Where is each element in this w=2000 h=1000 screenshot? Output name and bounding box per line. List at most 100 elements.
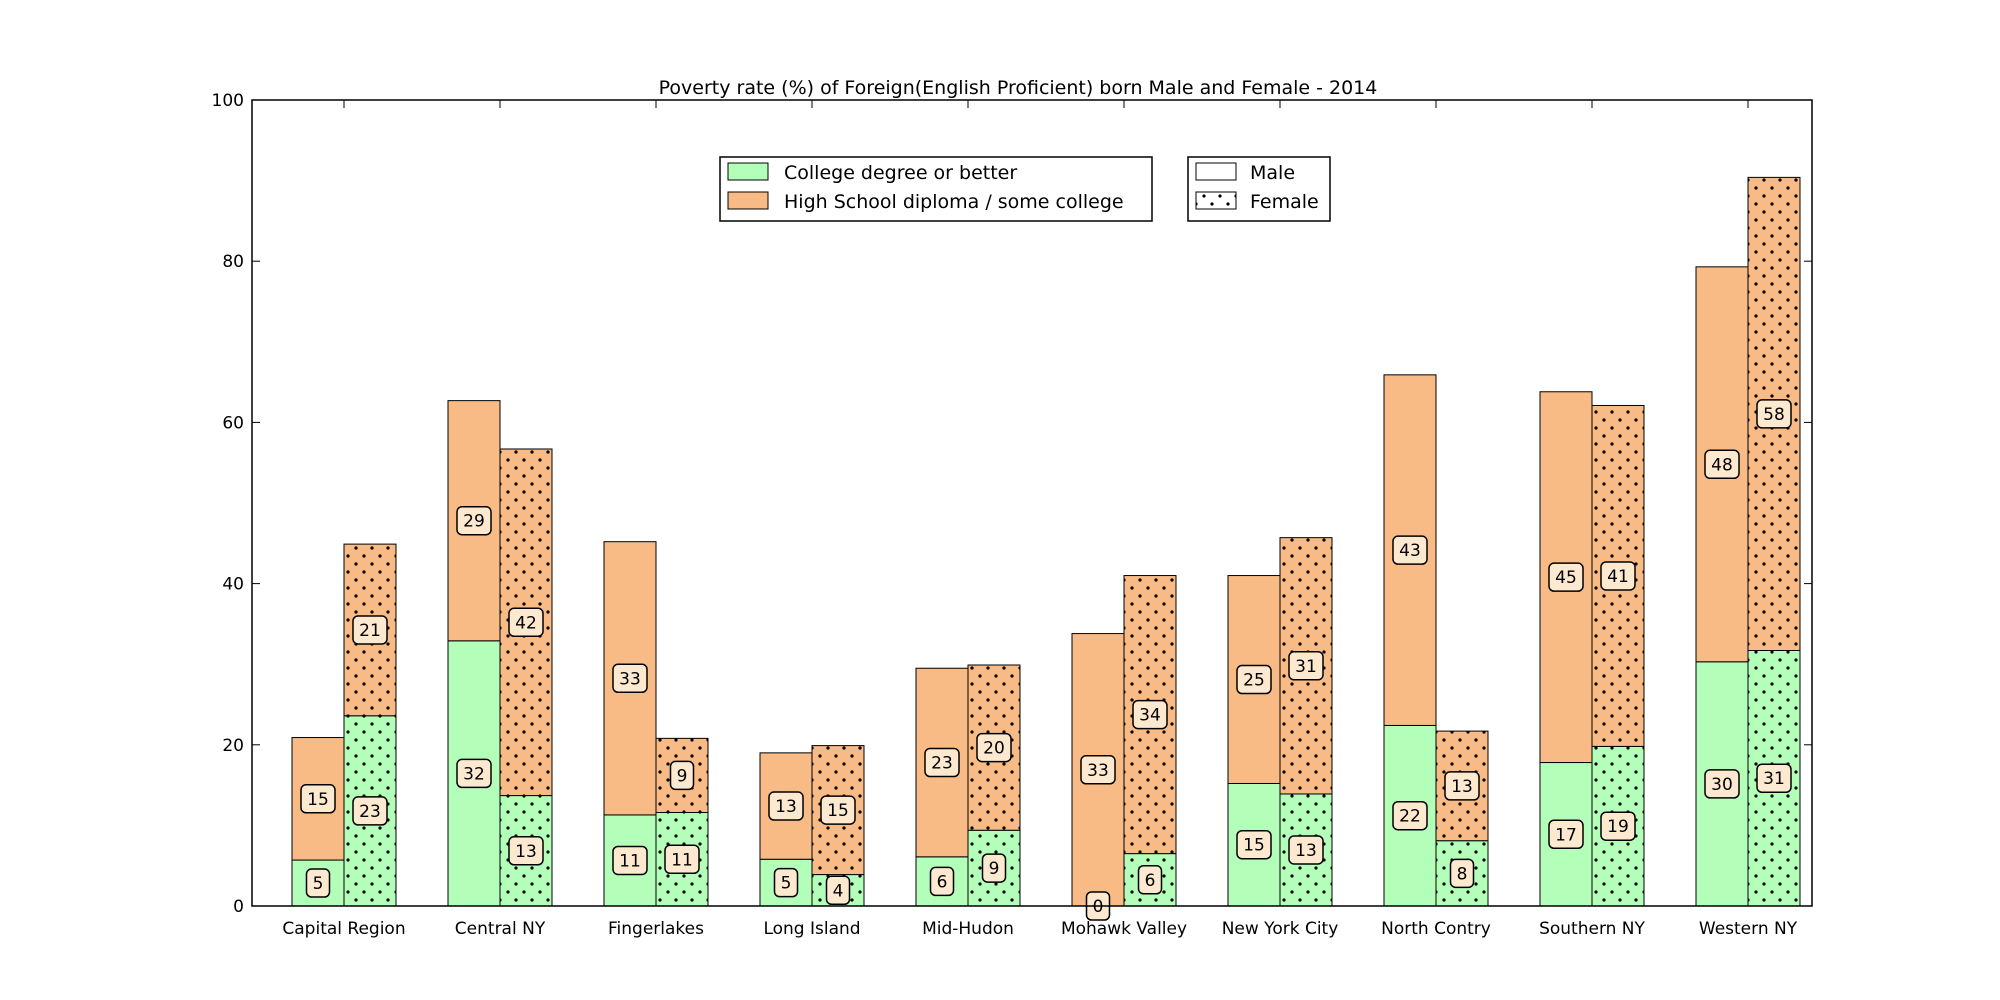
data-label-male-college: 17 xyxy=(1548,819,1584,850)
data-label-male-highschool-box xyxy=(456,505,492,536)
legend-swatch xyxy=(1195,162,1237,181)
data-label-male-highschool: 29 xyxy=(456,505,492,536)
data-label-male-highschool: 45 xyxy=(1548,562,1584,592)
data-label-male-college-text: 6 xyxy=(937,872,948,892)
data-label-female-highschool-text: 15 xyxy=(827,801,849,821)
data-label-male-highschool: 15 xyxy=(300,784,336,814)
data-label-male-college: 15 xyxy=(1236,829,1272,860)
x-tick-label: North Contry xyxy=(1381,919,1491,939)
data-label-male-highschool-text: 43 xyxy=(1399,541,1421,561)
data-label-male-highschool-text: 29 xyxy=(463,512,485,532)
data-label-female-college-box xyxy=(1288,835,1324,865)
data-label-female-highschool-text: 21 xyxy=(359,621,381,641)
data-label-female-college: 13 xyxy=(508,836,544,866)
data-label-female-college-box xyxy=(352,796,388,826)
data-label-female-highschool: 20 xyxy=(976,732,1012,763)
data-label-male-college-text: 5 xyxy=(781,874,792,894)
data-label-male-highschool-box xyxy=(1548,562,1584,592)
data-label-male-college-text: 22 xyxy=(1399,807,1421,827)
data-label-female-college-box xyxy=(981,853,1007,883)
data-label-female-highschool: 31 xyxy=(1288,651,1324,681)
data-label-female-college: 13 xyxy=(1288,835,1324,865)
data-label-female-college: 8 xyxy=(1449,858,1475,889)
data-label-male-college-text: 11 xyxy=(619,851,641,871)
y-tick-label: 40 xyxy=(222,575,244,595)
data-label-female-highschool-box xyxy=(1756,399,1792,429)
data-label-female-highschool: 42 xyxy=(508,607,544,638)
data-label-female-highschool-box xyxy=(1600,561,1636,591)
data-label-male-college-box xyxy=(456,758,492,789)
data-label-female-college-text: 9 xyxy=(989,859,1000,879)
data-label-male-college-box xyxy=(929,866,955,897)
data-label-male-college-text: 17 xyxy=(1555,825,1577,845)
data-label-female-college-box xyxy=(825,875,851,906)
data-label-male-highschool-box xyxy=(612,663,648,694)
data-label-male-college: 5 xyxy=(305,868,331,898)
legend-education-frame xyxy=(719,156,1153,222)
data-label-male-college: 32 xyxy=(456,758,492,789)
data-label-male-highschool: 43 xyxy=(1392,535,1428,565)
y-tick-label: 20 xyxy=(222,736,244,756)
data-label-female-highschool: 21 xyxy=(352,615,388,645)
data-label-female-highschool-text: 31 xyxy=(1295,657,1317,677)
data-label-male-highschool: 23 xyxy=(924,747,960,778)
data-label-female-highschool: 34 xyxy=(1132,699,1168,730)
data-label-female-highschool: 9 xyxy=(669,760,695,791)
data-label-female-college-box xyxy=(1600,811,1636,841)
data-label-female-college: 31 xyxy=(1756,763,1792,793)
y-tick-label: 60 xyxy=(222,413,244,433)
data-label-male-college: 11 xyxy=(612,845,648,876)
x-tick-label: Long Island xyxy=(763,919,860,939)
data-label-female-college-text: 13 xyxy=(515,842,537,862)
data-label-female-college: 23 xyxy=(352,796,388,826)
data-label-male-highschool: 48 xyxy=(1704,449,1740,480)
legend-education: College degree or better High School dipl… xyxy=(719,156,1153,222)
data-label-male-highschool-text: 33 xyxy=(619,669,641,689)
data-label-female-highschool-text: 34 xyxy=(1139,706,1161,726)
y-tick-label: 80 xyxy=(222,252,244,272)
data-label-male-college-text: 0 xyxy=(1093,897,1104,917)
data-label-female-college: 9 xyxy=(981,853,1007,883)
data-label-male-highschool: 25 xyxy=(1236,664,1272,695)
data-label-male-highschool-box xyxy=(1704,449,1740,480)
bars-layer: 5 15 23 21 32 29 13 42 11 33 11 9 5 13 4 15 6 23 9 20 0 33 6 34… xyxy=(291,176,1801,921)
data-label-male-highschool-box xyxy=(924,747,960,778)
x-tick-label: Capital Region xyxy=(282,919,405,939)
data-label-female-college-text: 11 xyxy=(671,850,693,870)
data-label-female-highschool-text: 13 xyxy=(1451,777,1473,797)
data-label-male-highschool: 13 xyxy=(768,791,804,821)
data-label-male-highschool-box xyxy=(1392,535,1428,565)
data-label-male-college-box xyxy=(612,845,648,876)
data-label-female-highschool: 15 xyxy=(820,795,856,825)
data-label-female-highschool-box xyxy=(1132,699,1168,730)
data-label-female-college-text: 6 xyxy=(1145,871,1156,891)
x-tick-label: New York City xyxy=(1222,919,1339,939)
data-label-male-highschool-text: 33 xyxy=(1087,761,1109,781)
data-label-female-college-text: 31 xyxy=(1763,769,1785,789)
data-label-female-highschool-text: 58 xyxy=(1763,405,1785,425)
data-label-male-college-box xyxy=(1236,829,1272,860)
data-label-female-college: 19 xyxy=(1600,811,1636,841)
data-label-male-highschool-text: 23 xyxy=(931,754,953,774)
legend-sex: Male Female xyxy=(1187,156,1331,222)
data-label-female-highschool: 41 xyxy=(1600,561,1636,591)
data-label-male-highschool: 33 xyxy=(612,663,648,694)
data-label-female-college-box xyxy=(664,844,700,875)
data-label-female-highschool: 58 xyxy=(1756,399,1792,429)
data-label-male-highschool-box xyxy=(1236,664,1272,695)
data-label-female-highschool-box xyxy=(976,732,1012,763)
legend-label: High School diploma / some college xyxy=(784,191,1124,213)
data-label-female-highschool-box xyxy=(1288,651,1324,681)
x-tick-label: Mid-Hudon xyxy=(922,919,1014,939)
data-label-male-college: 30 xyxy=(1704,769,1740,799)
data-label-male-college-text: 30 xyxy=(1711,775,1733,795)
x-tick-label: Fingerlakes xyxy=(608,919,704,939)
data-label-male-highschool-text: 13 xyxy=(775,797,797,817)
data-label-female-highschool-box xyxy=(820,795,856,825)
data-label-male-highschool: 33 xyxy=(1080,755,1116,785)
data-label-female-college-box xyxy=(1137,865,1163,895)
x-tick-label: Central NY xyxy=(455,919,546,939)
data-label-female-college: 4 xyxy=(825,875,851,906)
data-label-male-highschool-box xyxy=(768,791,804,821)
